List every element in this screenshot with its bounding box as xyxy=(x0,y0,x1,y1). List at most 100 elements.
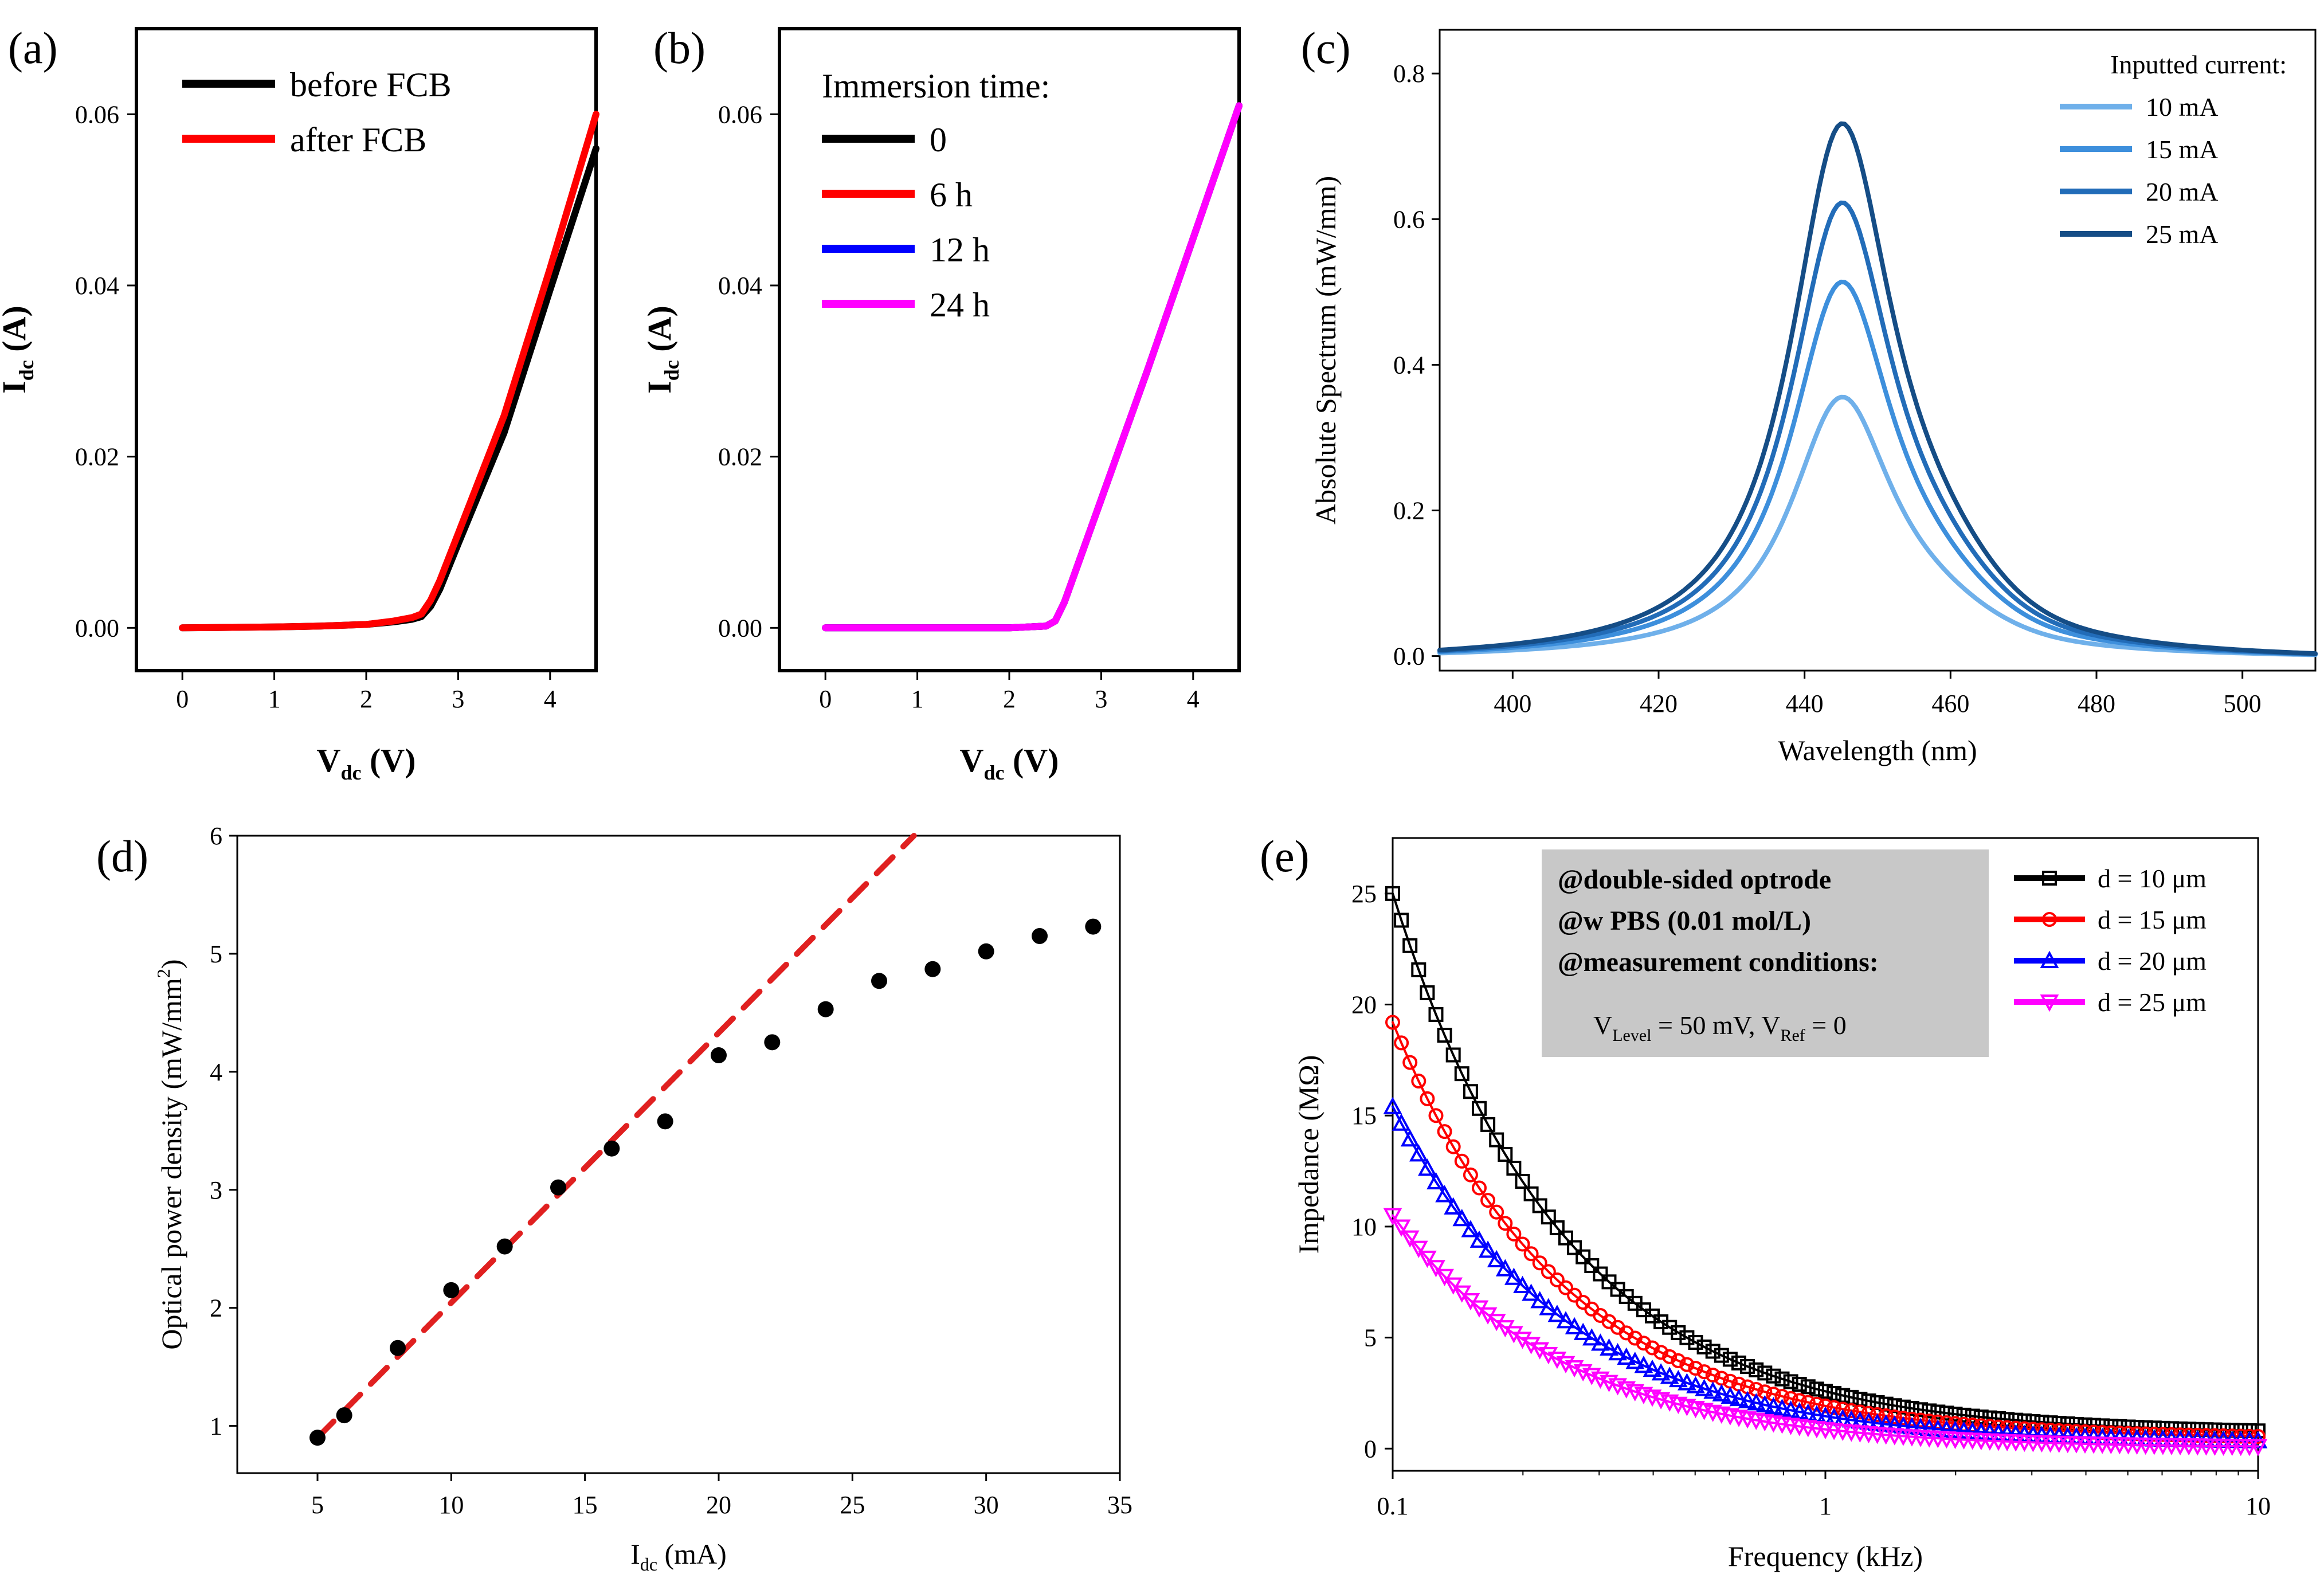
data-marker xyxy=(2040,994,2059,1012)
legend-label: d = 10 μm xyxy=(2098,864,2207,893)
x-tick-label: 4 xyxy=(1187,685,1200,713)
y-tick-label: 0 xyxy=(1364,1435,1377,1463)
data-marker xyxy=(1461,1220,1480,1238)
y-tick-label: 0.04 xyxy=(75,272,119,300)
legend-label: d = 15 μm xyxy=(2098,905,2207,934)
data-marker xyxy=(1997,1424,2017,1442)
data-marker xyxy=(1980,1423,2000,1440)
data-marker xyxy=(1617,1347,1636,1365)
data-marker xyxy=(1385,886,1400,901)
x-tick-label: 30 xyxy=(974,1491,999,1519)
legend-label: 20 mA xyxy=(2146,177,2219,206)
data-marker xyxy=(1608,1343,1627,1361)
data-marker xyxy=(1445,1047,1461,1063)
data-marker xyxy=(1489,1204,1504,1220)
y-axis-label: Idc (A) xyxy=(0,306,38,394)
data-marker xyxy=(1928,1419,1947,1437)
data-marker xyxy=(1601,1274,1617,1290)
y-tick-label: 15 xyxy=(1351,1102,1377,1130)
data-point xyxy=(496,1238,513,1255)
y-tick-label: 0.06 xyxy=(75,100,119,128)
data-marker xyxy=(1522,1283,1541,1301)
data-marker xyxy=(1532,1255,1547,1271)
data-marker xyxy=(1515,1236,1530,1252)
data-marker xyxy=(1773,1399,1792,1416)
data-marker xyxy=(1894,1416,1913,1434)
data-marker xyxy=(1565,1317,1584,1334)
legend-title: Inputted current: xyxy=(2110,50,2287,79)
data-marker xyxy=(1513,1275,1532,1293)
x-tick-label: 5 xyxy=(311,1491,324,1519)
y-tick-label: 0.00 xyxy=(718,614,762,642)
data-marker xyxy=(1885,1415,1904,1433)
y-tick-label: 0.00 xyxy=(75,614,119,642)
data-marker xyxy=(1435,1185,1454,1203)
data-point xyxy=(764,1034,781,1051)
legend-label: 25 mA xyxy=(2146,220,2219,249)
data-marker xyxy=(1480,1193,1496,1208)
data-marker xyxy=(1394,1035,1409,1051)
data-marker xyxy=(1582,1328,1601,1346)
x-tick-label: 2 xyxy=(360,685,373,713)
y-axis-label: Absolute Spectrum (mW/mm) xyxy=(1310,176,1342,524)
data-marker xyxy=(1844,1403,1859,1418)
x-tick-label: 3 xyxy=(1095,685,1107,713)
data-marker xyxy=(1878,1408,1894,1424)
legend-label: 6 h xyxy=(930,176,973,214)
x-tick-label: 35 xyxy=(1107,1491,1132,1519)
panel-c: (c) 400 420 440 460 480 500 0.0 0.2 0.4 0.6 0.8 Inpu… xyxy=(1301,23,2318,766)
x-tick-label: 1 xyxy=(1819,1492,1832,1520)
series-line xyxy=(179,111,599,632)
y-tick-label: 25 xyxy=(1351,880,1377,908)
data-marker xyxy=(1435,1268,1454,1286)
data-marker xyxy=(1504,1267,1523,1285)
y-tick-label: 0.6 xyxy=(1393,205,1425,233)
data-marker xyxy=(1783,1374,1798,1389)
data-marker xyxy=(1911,1418,1930,1435)
data-marker xyxy=(1696,1339,1712,1354)
data-marker xyxy=(1426,1172,1445,1189)
data-marker xyxy=(1426,1260,1445,1278)
data-marker xyxy=(1947,1407,1963,1422)
data-marker xyxy=(2006,1424,2025,1442)
panel-e: (e) 0.1 1 10 0 5 10 15 20 25 @double-sided optrode… xyxy=(1260,831,2271,1572)
plot-frame xyxy=(236,835,1121,1474)
y-tick-label: 3 xyxy=(210,1176,222,1204)
data-marker xyxy=(1634,1356,1653,1373)
data-marker xyxy=(1792,1376,1807,1392)
data-marker xyxy=(1818,1398,1833,1413)
data-marker xyxy=(1567,1240,1582,1255)
data-point xyxy=(390,1340,406,1356)
data-marker xyxy=(1530,1342,1550,1360)
data-marker xyxy=(1937,1420,1956,1438)
data-marker xyxy=(1444,1197,1463,1215)
data-marker xyxy=(1678,1373,1696,1391)
data-marker xyxy=(1895,1399,1911,1415)
data-marker xyxy=(1922,1403,1937,1419)
data-marker xyxy=(1625,1352,1645,1369)
data-marker xyxy=(1695,1379,1714,1396)
data-point xyxy=(1085,918,1102,935)
x-tick-label: 0 xyxy=(819,685,832,713)
data-marker xyxy=(1827,1385,1842,1401)
legend-label: 24 h xyxy=(930,286,990,324)
y-tick-label: 4 xyxy=(210,1058,222,1086)
data-point xyxy=(924,961,941,977)
data-marker xyxy=(1472,1101,1487,1116)
data-marker xyxy=(1400,1230,1420,1248)
data-marker xyxy=(2040,950,2059,968)
data-marker xyxy=(1671,1325,1686,1340)
data-marker xyxy=(1418,1158,1437,1176)
data-marker xyxy=(1800,1395,1816,1410)
data-marker xyxy=(1532,1198,1547,1213)
data-marker xyxy=(1809,1396,1824,1412)
x-tick-label: 3 xyxy=(452,685,464,713)
data-marker xyxy=(1766,1368,1781,1384)
spectrum-line xyxy=(1437,200,2318,656)
y-tick-label: 0.02 xyxy=(718,443,762,471)
data-marker xyxy=(1515,1173,1530,1189)
data-marker xyxy=(1870,1407,1885,1422)
data-marker xyxy=(1480,1117,1496,1132)
y-tick-label: 5 xyxy=(1364,1324,1377,1352)
data-marker xyxy=(1469,1230,1489,1248)
